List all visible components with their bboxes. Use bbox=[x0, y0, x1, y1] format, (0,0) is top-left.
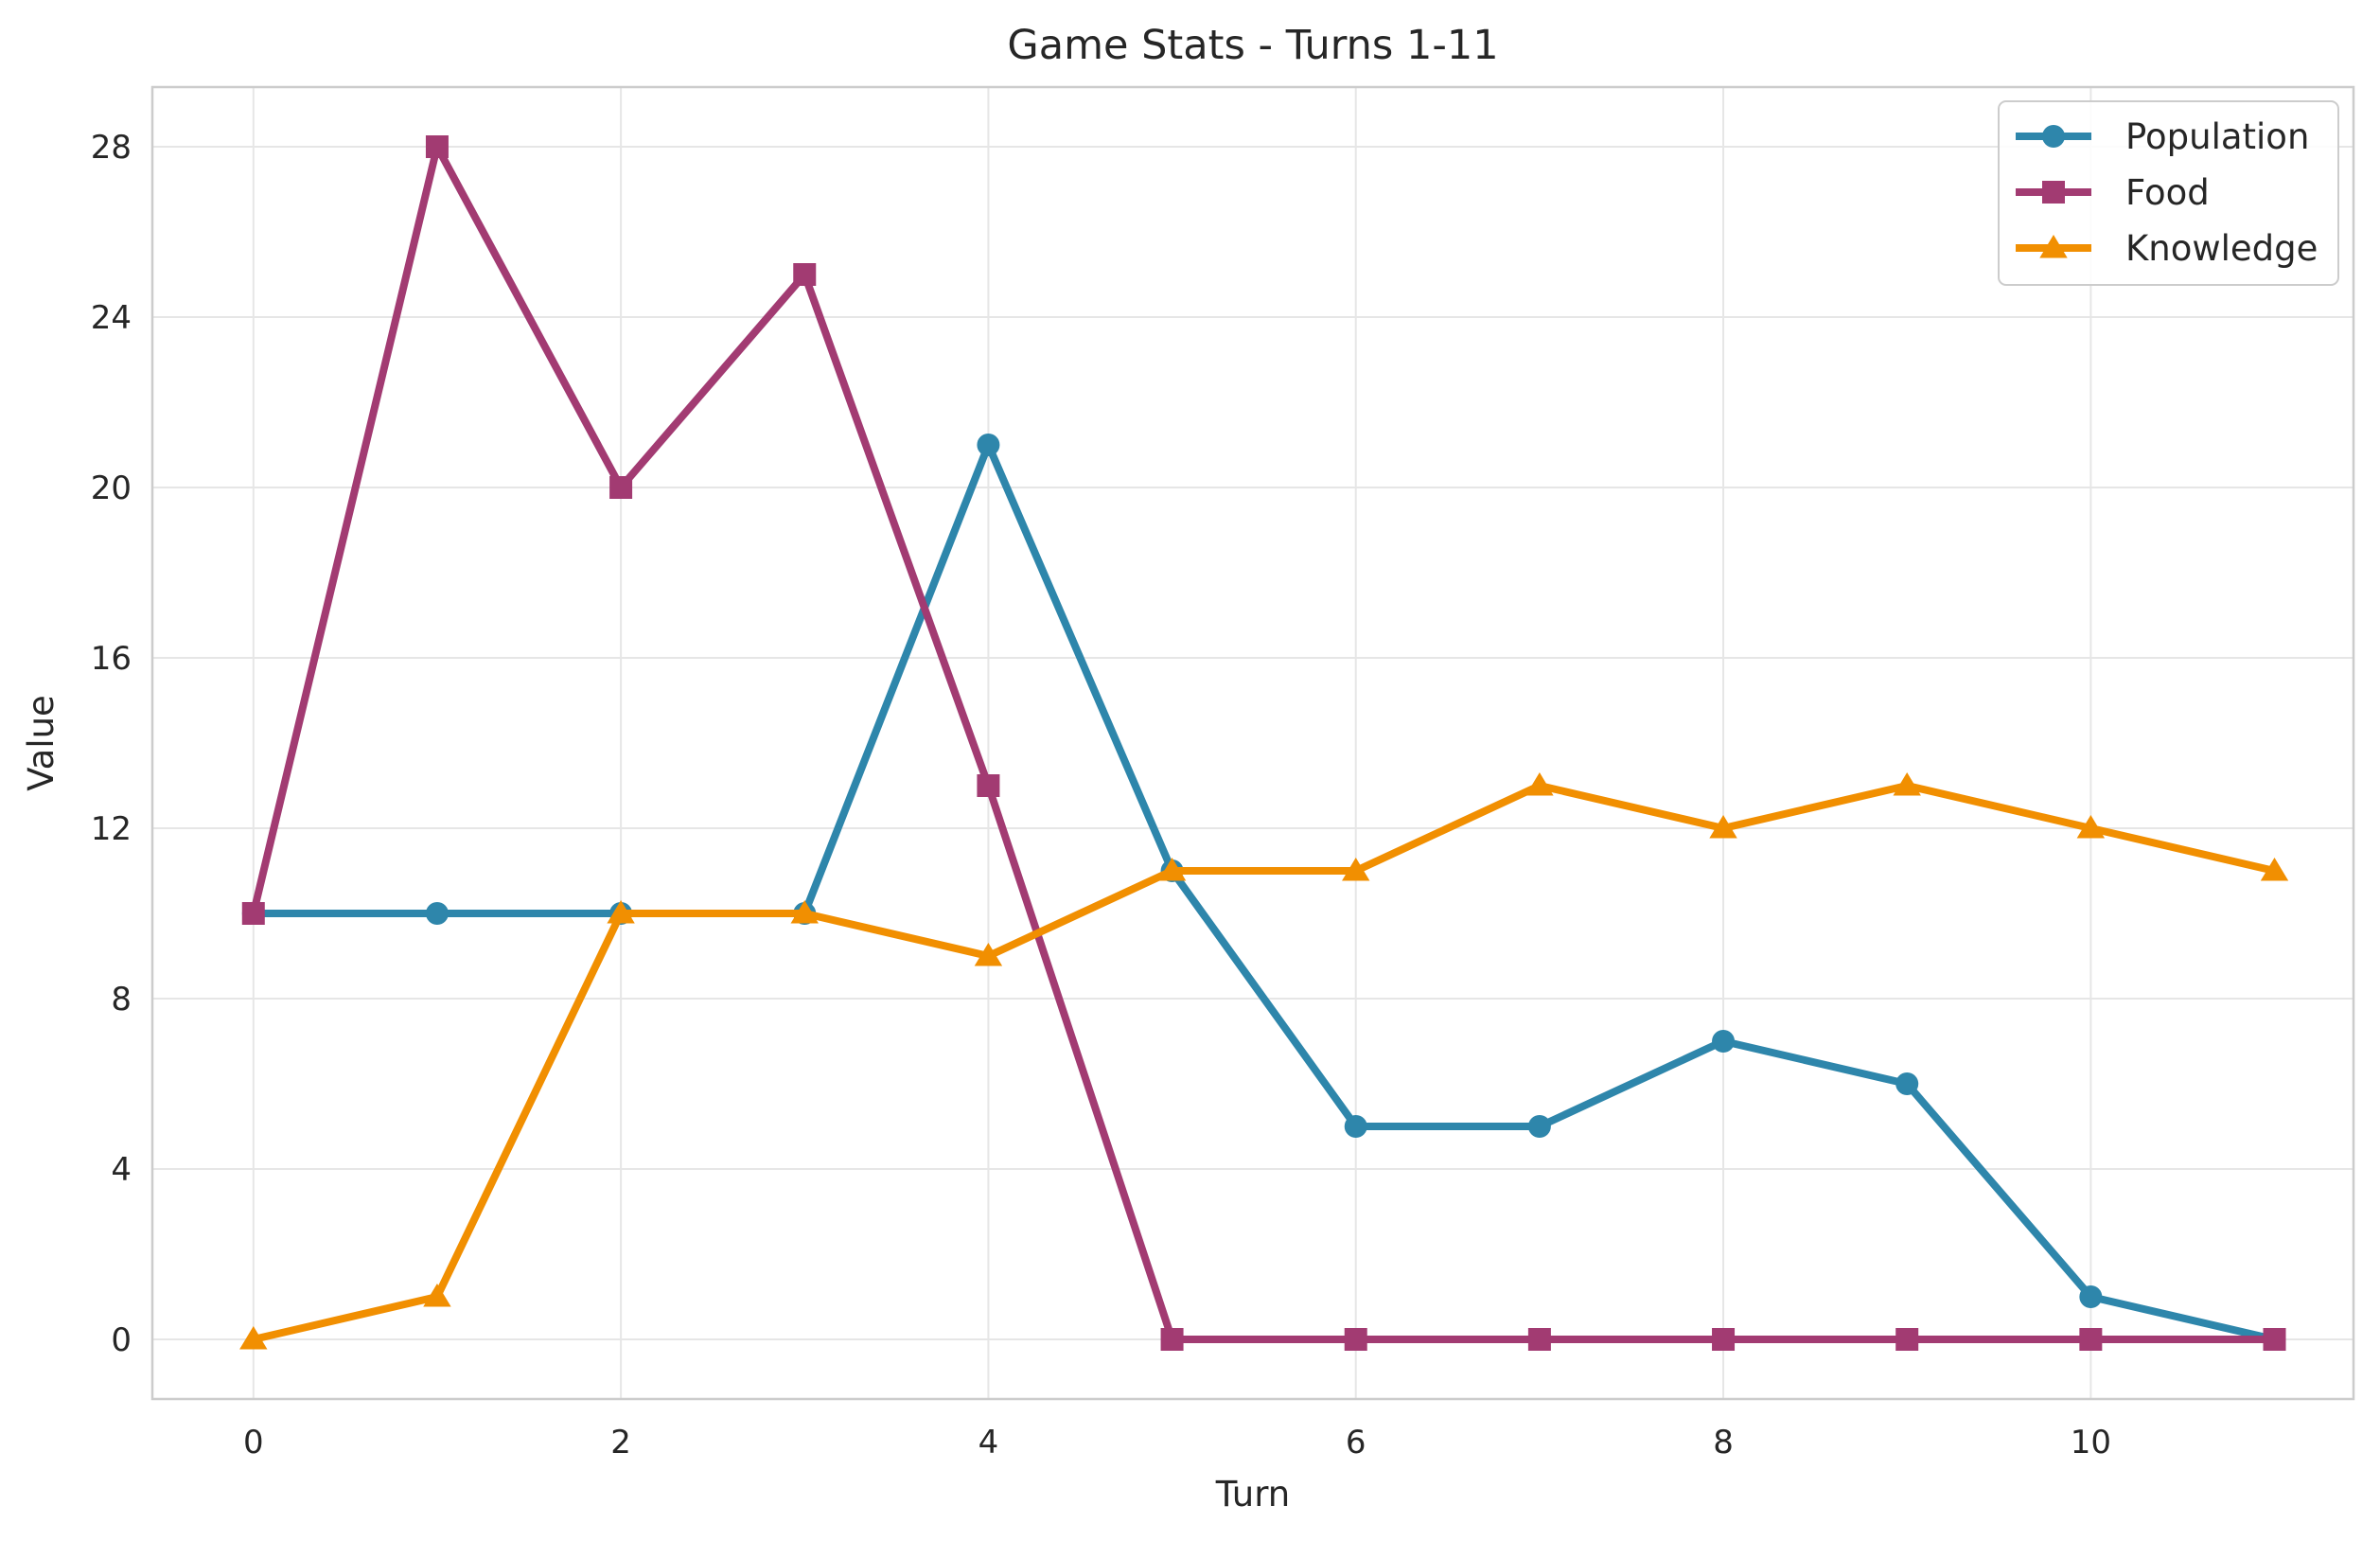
grid bbox=[152, 87, 2354, 1399]
food-line bbox=[249, 143, 2279, 1343]
population-point bbox=[425, 902, 449, 925]
population-point bbox=[1712, 1030, 1736, 1053]
food-point bbox=[1712, 1328, 1736, 1351]
legend-food-label: Food bbox=[2125, 172, 2210, 213]
population-point bbox=[1895, 1072, 1919, 1095]
food-point bbox=[2079, 1328, 2103, 1351]
x-axis-ticks: 0 2 4 6 8 10 bbox=[243, 1424, 2111, 1461]
y-tick-label: 16 bbox=[91, 640, 132, 678]
knowledge-point bbox=[1709, 815, 1737, 839]
knowledge-line bbox=[249, 782, 2279, 1343]
knowledge-point bbox=[974, 943, 1003, 966]
y-axis-label: Value bbox=[21, 695, 62, 791]
series-layer bbox=[239, 135, 2289, 1351]
knowledge-point bbox=[2076, 815, 2106, 839]
knowledge-point bbox=[607, 900, 635, 924]
food-point bbox=[241, 902, 265, 925]
x-tick-label: 10 bbox=[2071, 1424, 2111, 1461]
legend-knowledge-label: Knowledge bbox=[2125, 228, 2318, 269]
population-point bbox=[1344, 1115, 1367, 1138]
legend-box bbox=[1998, 100, 2339, 286]
series-knowledge bbox=[239, 772, 2289, 1350]
food-point bbox=[609, 476, 633, 499]
y-tick-label: 24 bbox=[91, 299, 132, 337]
knowledge-point bbox=[1893, 772, 1921, 796]
knowledge-point bbox=[423, 1284, 451, 1307]
food-point bbox=[1344, 1328, 1367, 1351]
x-tick-label: 6 bbox=[1346, 1424, 1366, 1461]
food-point bbox=[977, 774, 1000, 797]
knowledge-point bbox=[790, 900, 819, 924]
plot-frame bbox=[150, 85, 2355, 1401]
y-tick-label: 0 bbox=[111, 1321, 132, 1359]
food-point bbox=[793, 263, 817, 286]
y-axis-ticks: 0 4 8 12 16 20 24 28 bbox=[91, 129, 132, 1359]
food-point bbox=[1527, 1328, 1551, 1351]
legend-knowledge-marker bbox=[2039, 235, 2068, 258]
x-tick-label: 0 bbox=[243, 1424, 264, 1461]
knowledge-point bbox=[1157, 858, 1187, 881]
x-tick-label: 2 bbox=[610, 1424, 631, 1461]
food-point bbox=[1160, 1328, 1184, 1351]
population-point bbox=[1527, 1115, 1551, 1138]
knowledge-point bbox=[2260, 858, 2289, 881]
population-line bbox=[249, 441, 2279, 1343]
food-point bbox=[425, 135, 449, 158]
population-point bbox=[977, 434, 1000, 456]
knowledge-point bbox=[1342, 858, 1370, 881]
legend-population-marker bbox=[2042, 125, 2065, 148]
y-tick-label: 20 bbox=[91, 469, 132, 507]
y-tick-label: 28 bbox=[91, 129, 132, 167]
knowledge-point bbox=[239, 1326, 268, 1350]
chart-title: Game Stats - Turns 1-11 bbox=[1007, 22, 1498, 69]
y-tick-label: 4 bbox=[111, 1151, 132, 1189]
knowledge-point bbox=[1525, 772, 1554, 796]
x-tick-label: 8 bbox=[1713, 1424, 1734, 1461]
x-tick-label: 4 bbox=[978, 1424, 999, 1461]
y-tick-label: 8 bbox=[111, 981, 132, 1018]
series-food bbox=[241, 135, 2286, 1351]
y-tick-label: 12 bbox=[91, 810, 132, 848]
population-point bbox=[2079, 1285, 2103, 1308]
legend: Population Food Knowledge bbox=[1998, 100, 2339, 286]
legend-population-label: Population bbox=[2125, 116, 2309, 157]
food-point bbox=[1895, 1328, 1919, 1351]
legend-food-marker bbox=[2042, 181, 2065, 204]
food-point bbox=[2263, 1328, 2286, 1351]
x-axis-label: Turn bbox=[1215, 1474, 1290, 1514]
